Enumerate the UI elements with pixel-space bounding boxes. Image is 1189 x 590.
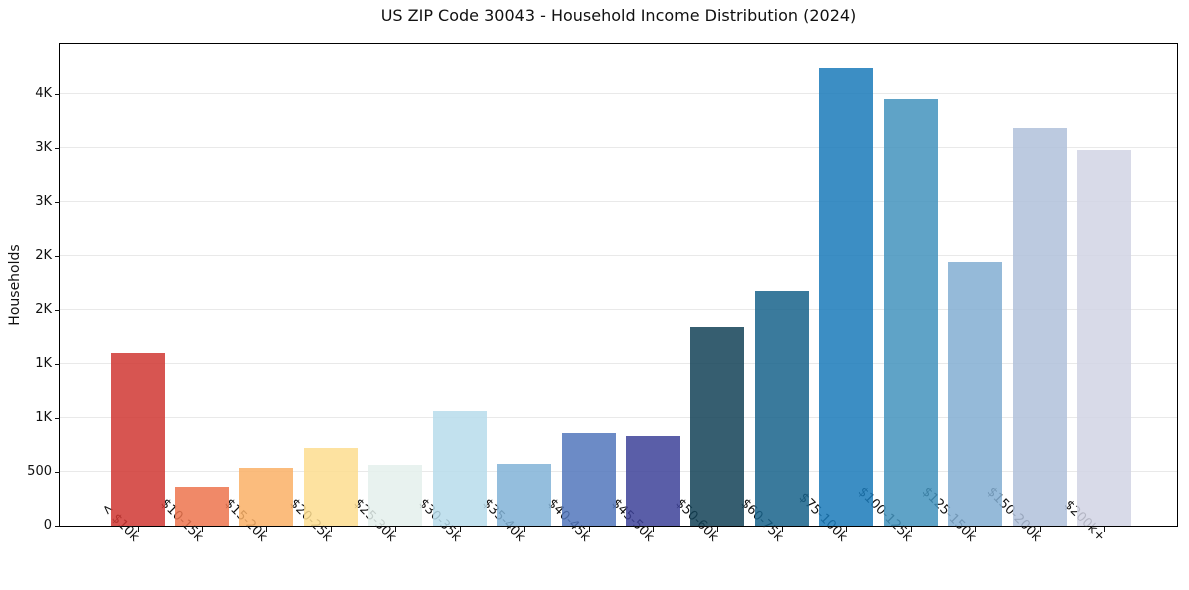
gridline bbox=[60, 200, 1177, 202]
y-tick-label: 0 bbox=[43, 518, 52, 533]
bar-150-200k bbox=[1012, 128, 1067, 526]
x-tick-mark bbox=[781, 527, 783, 532]
y-tick-mark bbox=[55, 255, 60, 257]
y-tick-mark bbox=[55, 417, 60, 419]
y-tick-label: 500 bbox=[27, 463, 52, 479]
x-tick-mark bbox=[1103, 527, 1105, 532]
gridline bbox=[60, 470, 1177, 472]
y-tick-label: 1K bbox=[35, 355, 52, 371]
y-tick-mark bbox=[55, 309, 60, 311]
bar-35-40k bbox=[497, 464, 552, 526]
y-tick-mark bbox=[55, 471, 60, 473]
y-tick-mark bbox=[55, 363, 60, 365]
x-tick-mark bbox=[201, 527, 203, 532]
bar-125-150k bbox=[948, 262, 1003, 526]
x-tick-mark bbox=[975, 527, 977, 532]
x-tick-mark bbox=[846, 527, 848, 532]
bar-10-15k bbox=[174, 487, 229, 526]
x-tick-mark bbox=[524, 527, 526, 532]
y-tick-label: 1K bbox=[35, 409, 52, 425]
y-tick-mark bbox=[55, 526, 60, 527]
gridline bbox=[60, 254, 1177, 256]
plot-area bbox=[59, 43, 1178, 527]
x-tick-mark bbox=[330, 527, 332, 532]
bar-20-25k bbox=[303, 447, 358, 526]
gridline bbox=[60, 416, 1177, 418]
bar-100-125k bbox=[883, 99, 938, 526]
bar-75-100k bbox=[819, 67, 874, 526]
x-tick-mark bbox=[652, 527, 654, 532]
bar-40-45k bbox=[561, 433, 616, 526]
bar-10k bbox=[110, 353, 165, 526]
gridline bbox=[60, 146, 1177, 148]
bar-30-35k bbox=[432, 410, 487, 526]
y-tick-label: 3K bbox=[35, 193, 52, 209]
bar-45-50k bbox=[625, 436, 680, 526]
bar-15-20k bbox=[239, 467, 294, 526]
y-tick-label: 2K bbox=[35, 247, 52, 263]
bar-200k bbox=[1076, 149, 1131, 526]
gridline bbox=[60, 92, 1177, 94]
x-tick-mark bbox=[395, 527, 397, 532]
gridline bbox=[60, 362, 1177, 364]
chart-title: US ZIP Code 30043 - Household Income Dis… bbox=[380, 6, 857, 25]
y-tick-mark bbox=[55, 147, 60, 149]
x-tick-mark bbox=[588, 527, 590, 532]
bar-60-75k bbox=[754, 291, 809, 526]
y-tick-mark bbox=[55, 201, 60, 203]
y-tick-label: 3K bbox=[35, 139, 52, 155]
gridline bbox=[60, 308, 1177, 310]
x-tick-mark bbox=[1039, 527, 1041, 532]
y-tick-label: 2K bbox=[35, 301, 52, 317]
y-tick-mark bbox=[55, 93, 60, 95]
x-tick-mark bbox=[717, 527, 719, 532]
bar-25-30k bbox=[368, 465, 423, 526]
bar-50-60k bbox=[690, 326, 745, 526]
x-tick-mark bbox=[459, 527, 461, 532]
x-tick-mark bbox=[910, 527, 912, 532]
x-tick-mark bbox=[266, 527, 268, 532]
y-tick-label: 4K bbox=[35, 85, 52, 101]
x-tick-mark bbox=[137, 527, 139, 532]
